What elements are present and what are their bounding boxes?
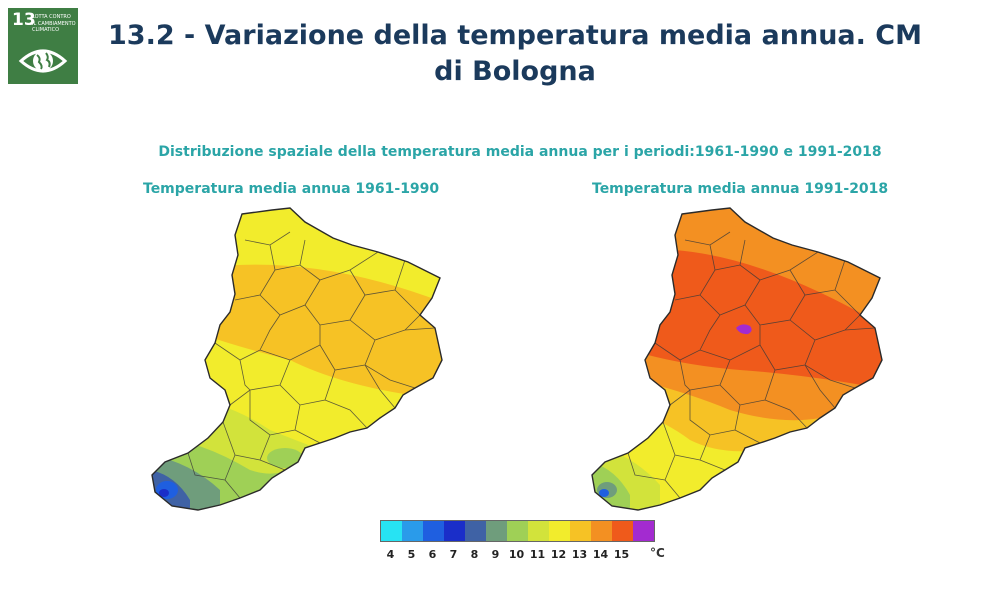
- legend-swatch-1: [402, 521, 423, 541]
- legend-unit: °C: [650, 546, 665, 560]
- legend-swatch-5: [486, 521, 507, 541]
- legend-swatch-4: [465, 521, 486, 541]
- legend-tick-15: 15: [613, 548, 630, 561]
- legend-tick-8: 8: [470, 548, 479, 561]
- legend-tick-14: 14: [592, 548, 609, 561]
- legend-swatch-7: [528, 521, 549, 541]
- map-title-1991-2018: Temperatura media annua 1991-2018: [592, 181, 889, 197]
- sdg-number: 13: [12, 10, 36, 30]
- legend-swatch-3: [444, 521, 465, 541]
- legend-swatch-8: [549, 521, 570, 541]
- page-title: 13.2 - Variazione della temperatura medi…: [108, 20, 922, 87]
- legend-swatch-2: [423, 521, 444, 541]
- legend-tick-4: 4: [386, 548, 395, 561]
- legend-tick-9: 9: [491, 548, 500, 561]
- legend-swatch-10: [591, 521, 612, 541]
- legend-color-bar: [380, 520, 655, 542]
- legend-tick-12: 12: [550, 548, 567, 561]
- temperature-legend: 4 5 6 7 8 9 10 11 12 13 14 15 °C: [380, 520, 665, 561]
- map-title-1961-1990: Temperatura media annua 1961-1990: [143, 181, 440, 197]
- legend-swatch-0: [381, 521, 402, 541]
- temperature-map-1991-2018: [591, 207, 883, 511]
- legend-tick-11: 11: [529, 548, 546, 561]
- sdg-label: Lotta contro il cambiamento climatico: [32, 14, 76, 33]
- legend-tick-5: 5: [407, 548, 416, 561]
- legend-tick-10: 10: [508, 548, 525, 561]
- legend-swatch-12: [633, 521, 654, 541]
- temperature-map-1961-1990: [151, 207, 443, 511]
- sdg-13-badge: 13 Lotta contro il cambiamento climatico: [8, 8, 78, 84]
- legend-swatch-9: [570, 521, 591, 541]
- legend-tick-13: 13: [571, 548, 588, 561]
- legend-tick-labels: 4 5 6 7 8 9 10 11 12 13 14 15: [380, 548, 655, 561]
- legend-swatch-6: [507, 521, 528, 541]
- legend-tick-7: 7: [449, 548, 458, 561]
- maps-subtitle: Distribuzione spaziale della temperatura…: [158, 144, 882, 160]
- legend-swatch-11: [612, 521, 633, 541]
- eye-globe-icon: [18, 49, 68, 73]
- legend-tick-6: 6: [428, 548, 437, 561]
